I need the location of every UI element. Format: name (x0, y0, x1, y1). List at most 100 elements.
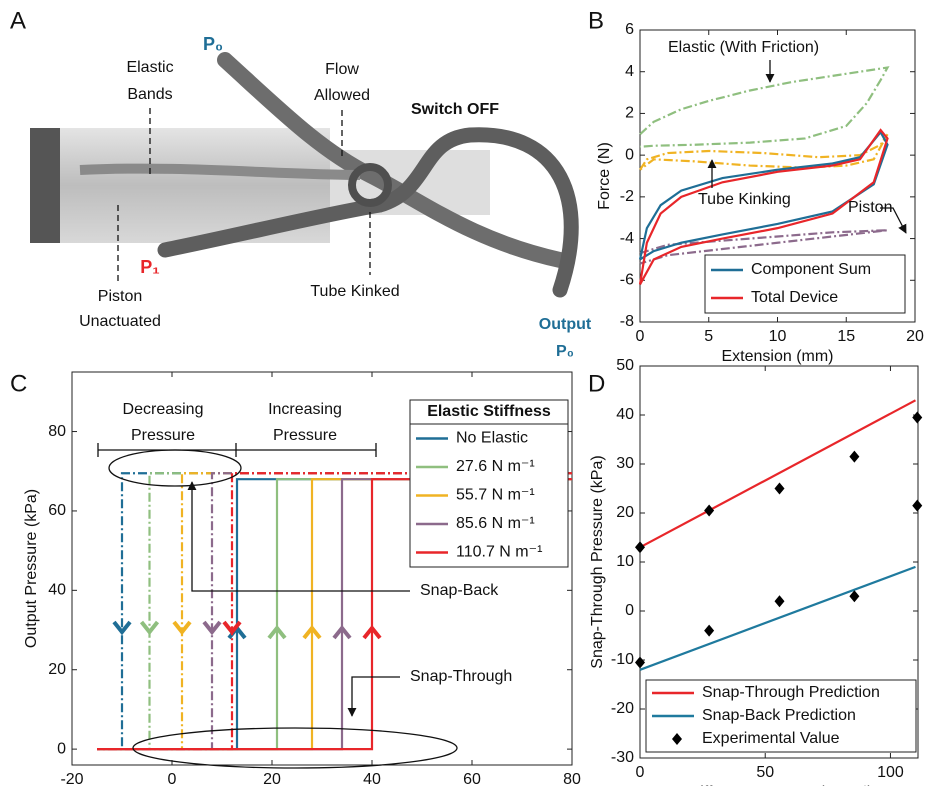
label: Flow (325, 61, 359, 78)
x-tick-label: 5 (704, 328, 713, 345)
label: Output (539, 316, 592, 333)
panel-label: A (10, 7, 26, 34)
y-tick-label: 0 (625, 146, 634, 163)
annotation: Snap-Through (410, 668, 512, 685)
y-tick-label: 40 (48, 582, 66, 599)
label: P₀ (203, 34, 223, 54)
y-tick-label: 60 (48, 502, 66, 519)
x-tick-label: 10 (769, 328, 787, 345)
label: Unactuated (79, 313, 161, 330)
annotation: Pressure (273, 427, 337, 444)
y-axis-label: Force (N) (596, 142, 613, 210)
legend-title: Elastic Stiffness (427, 403, 551, 420)
label: P₀ (556, 343, 574, 360)
plot-frame (71, 371, 573, 766)
data-line (639, 229, 888, 265)
legend-label: No Elastic (456, 430, 528, 447)
x-tick-label: -20 (60, 771, 83, 786)
x-tick-label: 0 (636, 764, 645, 781)
legend-label: 110.7 N m⁻¹ (456, 544, 542, 561)
kink (348, 163, 392, 207)
y-tick-label: 4 (625, 63, 634, 80)
annotation: Piston (848, 199, 892, 216)
y-tick-label: 10 (616, 553, 634, 570)
y-tick-label: -2 (620, 188, 634, 205)
label: P₁ (140, 257, 159, 277)
chart-panel: B 0 5 10 15 20 -8 -6 -4 -2 0 2 4 6 Extension (mm) Force… (588, 7, 924, 365)
legend-label: 27.6 N m⁻¹ (456, 458, 535, 475)
x-tick-label: 20 (906, 328, 924, 345)
direction-arrow (112, 620, 132, 636)
data-point (849, 590, 860, 603)
data-line (638, 130, 889, 261)
data-point (912, 499, 923, 512)
data-line (639, 565, 916, 671)
annotation: Elastic (With Friction) (668, 39, 819, 56)
x-tick-label: 40 (363, 771, 381, 786)
x-tick-label: 100 (877, 764, 904, 781)
direction-arrow (222, 620, 242, 636)
direction-arrow (267, 624, 287, 640)
direction-arrow (172, 620, 192, 636)
annotation: Tube Kinking (698, 191, 791, 208)
x-tick-label: 0 (636, 328, 645, 345)
y-tick-label: -30 (611, 749, 634, 766)
data-point (912, 411, 923, 424)
data-point (704, 504, 715, 517)
legend-marker (672, 733, 682, 745)
direction-arrow (362, 624, 382, 640)
annotation-line (187, 481, 410, 592)
annotation: Decreasing (123, 401, 204, 418)
label: Bands (127, 86, 172, 103)
y-tick-label: 20 (616, 504, 634, 521)
x-tick-label: 60 (463, 771, 481, 786)
piston-end (30, 128, 60, 243)
annotation-line (347, 676, 400, 717)
data-point (635, 656, 645, 669)
legend-title-box (409, 399, 569, 425)
chart-panel: C-20020406080020406080Input Pressure (kP… (10, 370, 581, 786)
data-line-back (97, 472, 572, 751)
direction-arrow (139, 620, 160, 636)
direction-arrow (202, 620, 222, 636)
panel-label: B (588, 7, 604, 34)
legend-label: 85.6 N m⁻¹ (456, 515, 535, 532)
y-tick-label: 0 (57, 740, 66, 757)
panel-label: D (588, 370, 605, 397)
data-point (849, 450, 860, 463)
x-tick-label: 0 (168, 771, 177, 786)
elastic-band (79, 163, 361, 180)
data-point (774, 482, 785, 495)
x-axis-label: Stiffness Constant (N m⁻¹) (685, 784, 873, 786)
legend-label: Snap-Back Prediction (702, 707, 856, 724)
x-tick-label: 20 (263, 771, 281, 786)
direction-arrow (302, 624, 322, 640)
data-point (635, 541, 645, 554)
legend-label: Experimental Value (702, 730, 840, 747)
y-tick-label: 80 (48, 423, 66, 440)
tube (217, 52, 568, 268)
y-axis-label: Snap-Through Pressure (kPa) (589, 455, 606, 668)
data-point (774, 595, 785, 608)
y-tick-label: -6 (620, 272, 634, 289)
legend-label: Snap-Through Prediction (702, 684, 880, 701)
legend-box (704, 254, 906, 314)
annotation-ellipse (132, 727, 458, 769)
label: Switch OFF (411, 101, 499, 118)
annotation-line (880, 207, 907, 234)
y-tick-label: -8 (620, 313, 634, 330)
annotation: Increasing (268, 401, 342, 418)
annotation-ellipse (108, 449, 242, 487)
y-tick-label: 30 (616, 455, 634, 472)
data-line (639, 66, 890, 148)
label: Piston (98, 288, 142, 305)
x-axis-label: Extension (mm) (721, 348, 833, 365)
data-point (704, 624, 715, 637)
y-tick-label: 6 (625, 21, 634, 38)
direction-arrow (332, 624, 352, 640)
y-tick-label: 50 (616, 357, 634, 374)
y-tick-label: 40 (616, 406, 634, 423)
x-tick-label: 15 (837, 328, 855, 345)
data-line (639, 133, 889, 171)
